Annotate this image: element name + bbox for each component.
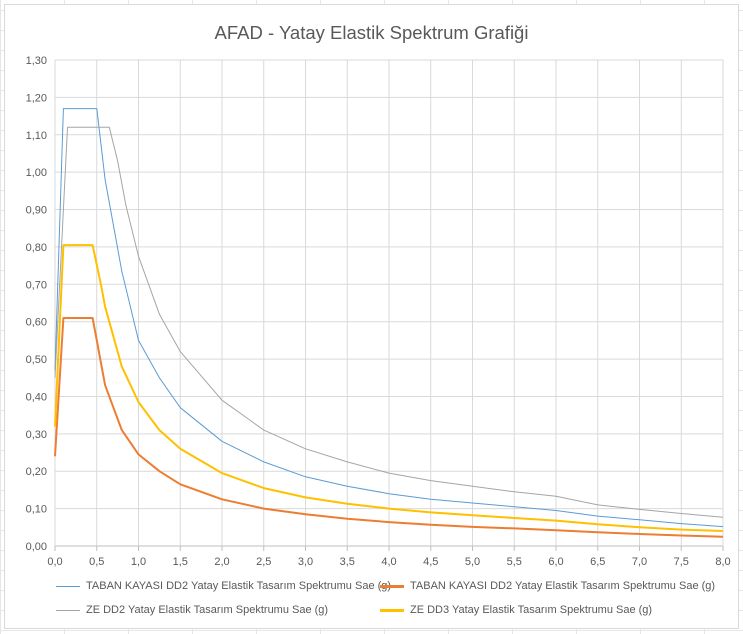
legend-label-3: ZE DD2 Yatay Elastik Tasarım Spektrumu S… xyxy=(86,604,329,616)
legend-swatch-4 xyxy=(380,608,404,612)
chart-title: AFAD - Yatay Elastik Spektrum Grafiği xyxy=(214,22,529,43)
legend-label-2: TABAN KAYASI DD2 Yatay Elastik Tasarım S… xyxy=(410,580,716,592)
y-tick-label: 1,10 xyxy=(26,130,47,142)
x-tick-labels: 0,0 0,5 1,0 1,5 2,0 2,5 3,0 3,5 4,0 4,5 5,0 5,5 6,0 6… xyxy=(47,556,730,568)
x-tick-label: 5,0 xyxy=(465,556,480,568)
x-tick-label: 4,0 xyxy=(381,556,396,568)
y-tick-labels: 0,00 0,10 0,20 0,30 0,40 0,50 0,60 0,70 0,80 0,90… xyxy=(26,55,47,553)
series-line-2 xyxy=(54,317,724,538)
x-tick-label: 7,5 xyxy=(674,556,689,568)
x-tick-label: 5,5 xyxy=(507,556,522,568)
x-tick-label: 8,0 xyxy=(715,556,730,568)
x-tick-label: 1,0 xyxy=(131,556,146,568)
series-line-1 xyxy=(54,108,724,528)
legend: TABAN KAYASI DD2 Yatay Elastik Tasarım S… xyxy=(0,575,743,625)
x-tick-label: 4,5 xyxy=(423,556,438,568)
gridlines xyxy=(55,59,724,546)
x-tick-label: 0,0 xyxy=(47,556,62,568)
legend-label-4: ZE DD3 Yatay Elastik Tasarım Spektrumu S… xyxy=(410,604,653,616)
x-tick-label: 3,0 xyxy=(298,556,313,568)
x-tick-label: 2,5 xyxy=(256,556,271,568)
legend-swatch-3 xyxy=(56,609,80,611)
y-tick-label: 1,00 xyxy=(26,167,47,179)
legend-item-3: ZE DD2 Yatay Elastik Tasarım Spektrumu S… xyxy=(56,604,328,616)
axes xyxy=(54,60,724,551)
y-tick-label: 0,70 xyxy=(26,279,47,291)
series-lines xyxy=(54,108,724,538)
x-tick-label: 6,0 xyxy=(548,556,563,568)
series-line-3 xyxy=(54,126,724,518)
series-line-4 xyxy=(54,244,724,532)
x-tick-label: 7,0 xyxy=(632,556,647,568)
legend-swatch-2 xyxy=(380,584,404,588)
y-tick-label: 1,30 xyxy=(26,55,47,67)
y-tick-label: 0,00 xyxy=(26,541,47,553)
y-tick-label: 0,20 xyxy=(26,466,47,478)
x-tick-label: 3,5 xyxy=(340,556,355,568)
legend-item-1: TABAN KAYASI DD2 Yatay Elastik Tasarım S… xyxy=(56,580,391,592)
x-tick-label: 2,0 xyxy=(214,556,229,568)
y-tick-label: 0,10 xyxy=(26,504,47,516)
y-tick-label: 0,60 xyxy=(26,317,47,329)
x-tick-label: 0,5 xyxy=(89,556,104,568)
y-tick-label: 1,20 xyxy=(26,92,47,104)
x-tick-label: 6,5 xyxy=(590,556,605,568)
y-tick-label: 0,80 xyxy=(26,242,47,254)
legend-item-2: TABAN KAYASI DD2 Yatay Elastik Tasarım S… xyxy=(380,580,715,592)
y-tick-label: 0,40 xyxy=(26,391,47,403)
y-tick-label: 0,30 xyxy=(26,429,47,441)
y-tick-label: 0,50 xyxy=(26,354,47,366)
legend-item-4: ZE DD3 Yatay Elastik Tasarım Spektrumu S… xyxy=(380,604,652,616)
legend-label-1: TABAN KAYASI DD2 Yatay Elastik Tasarım S… xyxy=(86,580,392,592)
x-tick-label: 1,5 xyxy=(173,556,188,568)
y-tick-label: 0,90 xyxy=(26,205,47,217)
legend-swatch-1 xyxy=(56,585,80,587)
